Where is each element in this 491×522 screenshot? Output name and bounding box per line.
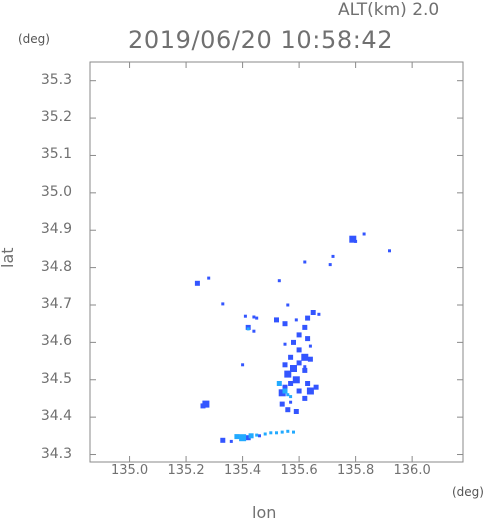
echo-point (243, 314, 247, 318)
echo-point (278, 389, 286, 397)
echo-point (305, 315, 311, 321)
altitude-label: ALT(km) 2.0 (338, 0, 440, 20)
echo-point (284, 370, 292, 378)
echo-point (296, 360, 302, 366)
echo-point (245, 435, 251, 441)
data-points (194, 232, 391, 443)
y-tick-label: 34.3 (40, 445, 72, 462)
echo-point (294, 318, 298, 322)
y-tick-label: 35.1 (40, 146, 72, 163)
echo-point (293, 409, 299, 414)
x-tick-label: 135.0 (110, 463, 149, 478)
y-tick-label: 34.5 (40, 370, 72, 387)
echo-point (362, 232, 366, 236)
echo-point (388, 249, 391, 253)
echo-point (263, 432, 267, 436)
echo-point (302, 324, 308, 330)
echo-point (349, 235, 357, 243)
echo-point (282, 384, 288, 390)
y-tick-label: 35.2 (40, 109, 72, 126)
echo-point (283, 342, 287, 346)
echo-point (252, 315, 256, 319)
x-axis-title: lon (252, 503, 277, 522)
echo-point (220, 437, 226, 443)
echo-point (279, 401, 285, 407)
echo-point (286, 303, 290, 307)
echo-point (290, 365, 297, 372)
echo-point (234, 434, 240, 440)
echo-point (286, 393, 290, 397)
x-tick-label: 136.0 (393, 463, 431, 478)
echo-point (292, 376, 300, 384)
echo-point (354, 239, 358, 243)
echo-point (296, 332, 302, 338)
echo-point (288, 354, 294, 360)
echo-point (276, 381, 282, 386)
echo-point (328, 263, 332, 267)
echo-point (282, 362, 288, 368)
echo-point (296, 388, 302, 394)
echo-point (317, 312, 321, 316)
echo-point (241, 363, 245, 367)
echo-point (292, 430, 295, 434)
echo-point (289, 400, 293, 404)
echo-point (248, 433, 254, 439)
echo-point (288, 381, 294, 386)
echo-point (302, 367, 308, 373)
y-tick-label: 34.8 (40, 258, 72, 275)
echo-point (277, 279, 281, 283)
echo-point (306, 387, 314, 395)
echo-point (207, 276, 211, 280)
x-unit-label: (deg) (452, 485, 484, 499)
y-tick-label: 35.3 (40, 71, 72, 88)
echo-point (285, 407, 291, 413)
y-tick-label: 34.7 (40, 295, 72, 312)
echo-point (303, 365, 307, 369)
x-tick-label: 135.6 (280, 463, 318, 478)
echo-point (280, 430, 284, 434)
y-tick-label: 34.4 (40, 408, 72, 425)
echo-point (302, 395, 308, 401)
echo-point (282, 388, 288, 394)
echo-point (255, 433, 259, 437)
echo-point (274, 317, 279, 323)
y-unit-label: (deg) (18, 32, 50, 46)
echo-point (229, 439, 233, 443)
echo-point (258, 434, 261, 438)
echo-point (239, 434, 247, 442)
echo-point (275, 431, 278, 435)
y-tick-label: 34.6 (40, 333, 72, 350)
echo-point (307, 356, 313, 362)
axis-ticks (90, 62, 463, 462)
echo-point (200, 403, 206, 409)
y-tick-label: 34.9 (40, 221, 72, 238)
echo-point (308, 344, 312, 348)
echo-point (282, 321, 288, 327)
x-tick-label: 135.4 (223, 463, 262, 478)
x-tick-label: 135.8 (337, 463, 375, 478)
echo-point (331, 254, 335, 258)
echo-point (313, 384, 319, 390)
echo-point (301, 353, 309, 361)
plot-frame (89, 61, 464, 463)
echo-point (305, 336, 311, 342)
echo-point (202, 400, 210, 408)
echo-point (221, 302, 225, 306)
echo-point (303, 260, 307, 264)
echo-point (286, 429, 290, 433)
y-tick-label: 35.0 (40, 183, 72, 200)
echo-point (269, 431, 273, 435)
echo-point (194, 280, 200, 286)
echo-point (252, 329, 256, 333)
echo-point (305, 381, 311, 386)
x-tick-label: 135.2 (167, 463, 205, 478)
echo-point (296, 347, 302, 353)
echo-point (246, 327, 250, 331)
echo-point (291, 339, 296, 345)
chart-title: 2019/06/20 10:58:42 (128, 26, 394, 54)
echo-point (310, 310, 316, 315)
echo-point (255, 316, 259, 320)
echo-point (289, 395, 293, 399)
